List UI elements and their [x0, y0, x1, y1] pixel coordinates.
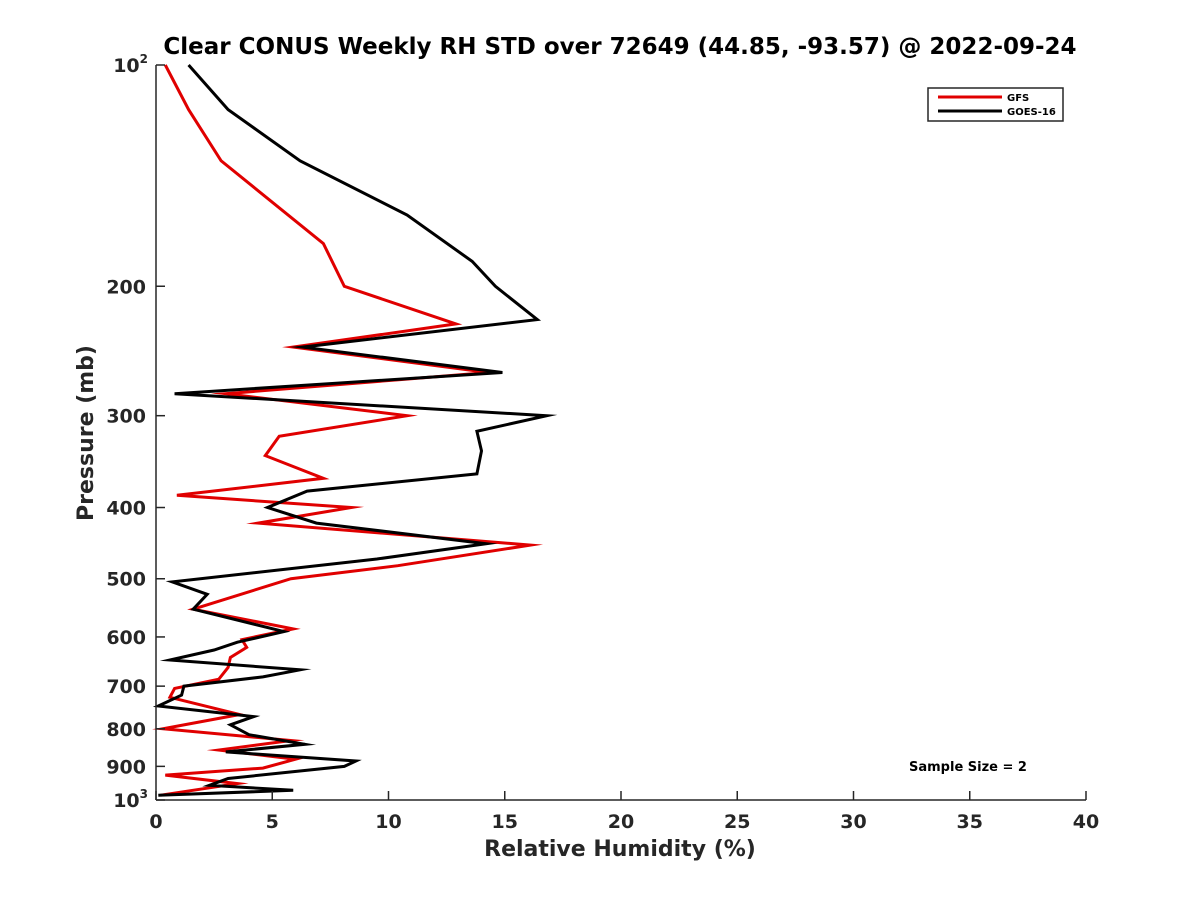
- legend-label: GFS: [1007, 93, 1029, 104]
- x-tick-label: 40: [1073, 811, 1099, 833]
- series-line-gfs: [152, 64, 544, 797]
- x-tick-label: 0: [149, 811, 162, 833]
- y-tick-label: 103: [113, 787, 148, 812]
- plot-area: [152, 64, 558, 797]
- chart-title: Clear CONUS Weekly RH STD over 72649 (44…: [163, 34, 1076, 60]
- y-tick-label: 900: [106, 756, 146, 778]
- y-tick-label: 700: [106, 676, 146, 698]
- x-tick-label: 5: [266, 811, 279, 833]
- legend: GFS GOES-16: [927, 87, 1064, 122]
- y-tick-label: 500: [106, 569, 146, 591]
- x-axis-ticks: 0 5 10 15 20 25 30 35 40: [149, 791, 1099, 833]
- series-line-goes-16: [152, 64, 558, 797]
- y-tick-label: 200: [106, 276, 146, 298]
- y-axis-ticks: 102 200 300 400 500 600 700 800 900 103: [106, 52, 165, 812]
- x-axis-label: Relative Humidity (%): [484, 837, 756, 862]
- x-tick-label: 30: [840, 811, 866, 833]
- y-tick-label: 300: [106, 406, 146, 428]
- y-tick-label: 800: [106, 719, 146, 741]
- legend-box: [927, 87, 1064, 122]
- y-tick-label: 400: [106, 498, 146, 520]
- x-tick-label: 25: [724, 811, 750, 833]
- x-tick-label: 20: [608, 811, 634, 833]
- y-tick-label: 102: [113, 52, 148, 77]
- y-tick-label: 600: [106, 627, 146, 649]
- x-tick-label: 10: [375, 811, 401, 833]
- y-axis-label: Pressure (mb): [74, 345, 99, 521]
- x-tick-label: 35: [957, 811, 983, 833]
- sample-size-annotation: Sample Size = 2: [909, 760, 1027, 775]
- x-tick-label: 15: [492, 811, 518, 833]
- legend-label: GOES-16: [1007, 107, 1056, 118]
